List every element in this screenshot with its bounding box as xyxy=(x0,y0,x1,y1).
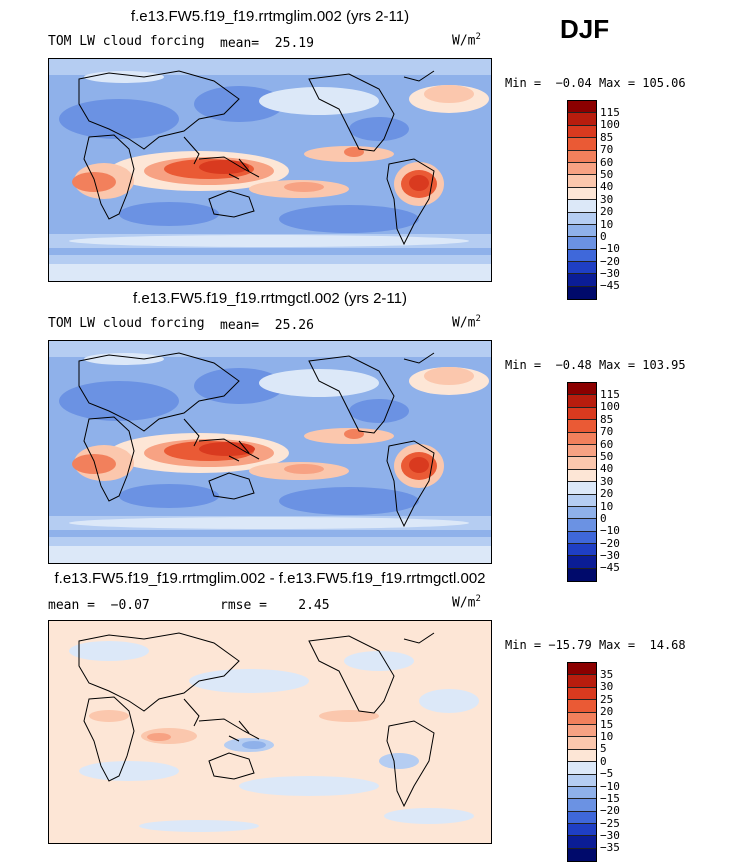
mean-label: mean= 25.26 xyxy=(220,318,314,333)
variable-label: TOM LW cloud forcing xyxy=(48,34,205,49)
panel-title: f.e13.FW5.f19_f19.rrtmgctl.002 (yrs 2-11… xyxy=(133,290,407,307)
map-svg xyxy=(49,621,491,843)
min-max-label: Min = −15.79 Max = 14.68 xyxy=(505,638,686,652)
mean-label: mean= 25.19 xyxy=(220,36,314,51)
variable-label: TOM LW cloud forcing xyxy=(48,316,205,331)
units-label: W/m2 xyxy=(452,314,481,331)
colorbar-labels: 115 100 85 70 60 50 40 30 20 10 0 −10 −20 −30 −45 xyxy=(600,388,620,575)
mean-label: mean = −0.07 xyxy=(48,598,150,613)
panel-title: f.e13.FW5.f19_f19.rrtmglim.002 (yrs 2-11… xyxy=(130,8,410,25)
map-plot xyxy=(48,340,492,564)
map-svg xyxy=(49,341,491,563)
panel-title: f.e13.FW5.f19_f19.rrtmglim.002 - f.e13.F… xyxy=(54,570,486,587)
colorbar xyxy=(567,382,597,583)
map-plot xyxy=(48,620,492,844)
panel-1: f.e13.FW5.f19_f19.rrtmglim.002 (yrs 2-11… xyxy=(0,0,733,301)
season-label: DJF xyxy=(560,14,610,44)
units-label: W/m2 xyxy=(452,32,481,49)
rmse-label: rmse = 2.45 xyxy=(220,598,330,613)
colorbar-labels: 115 100 85 70 60 50 40 30 20 10 0 −10 −20 −30 −45 xyxy=(600,106,620,293)
panel-2: f.e13.FW5.f19_f19.rrtmgctl.002 (yrs 2-11… xyxy=(0,282,733,583)
min-max-label: Min = −0.04 Max = 105.06 xyxy=(505,76,686,90)
colorbar xyxy=(567,662,597,862)
min-max-label: Min = −0.48 Max = 103.95 xyxy=(505,358,686,372)
map-svg xyxy=(49,59,491,281)
colorbar-labels: 35 30 25 20 15 10 5 0 −5 −10 −15 −20 −25 −30 −35 xyxy=(600,668,620,855)
map-plot xyxy=(48,58,492,282)
units-label: W/m2 xyxy=(452,594,481,611)
panel-3: f.e13.FW5.f19_f19.rrtmglim.002 - f.e13.F… xyxy=(0,562,733,862)
colorbar xyxy=(567,100,597,301)
